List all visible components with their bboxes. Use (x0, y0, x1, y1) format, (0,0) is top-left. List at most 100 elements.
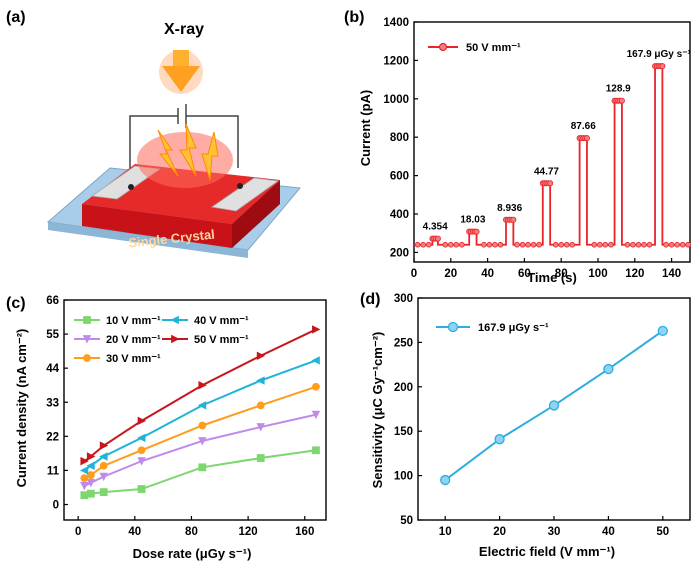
b-dose-label: 18.03 (460, 215, 485, 226)
d-y-axis-label: Sensitivity (μC Gy⁻¹cm⁻²) (370, 332, 385, 489)
c-legend-marker (171, 334, 180, 344)
c-data-point (99, 488, 108, 497)
c-legend-entry: 50 V mm⁻¹ (194, 334, 249, 346)
c-legend-entry: 10 V mm⁻¹ (106, 315, 161, 327)
b-data-point (492, 241, 498, 248)
c-data-point (312, 446, 320, 455)
b-y-tick-label: 1200 (383, 55, 409, 67)
b-dose-label: 128.9 (606, 84, 631, 95)
c-y-axis-label: Current density (nA cm⁻²) (14, 329, 29, 488)
b-plot-frame (413, 21, 691, 263)
b-dose-label: 8.936 (497, 203, 522, 214)
b-data-point (459, 241, 465, 248)
c-data-point (137, 485, 146, 493)
panel-d-label: (d) (360, 291, 380, 308)
b-dose-label: 4.354 (423, 222, 448, 233)
b-data-point (563, 241, 570, 248)
b-y-axis-label: Current (pA) (358, 90, 373, 167)
c-plot-frame (63, 299, 327, 521)
b-data-point (679, 241, 686, 248)
c-data-point (311, 410, 321, 420)
b-data-point (624, 241, 631, 248)
c-data-point (137, 433, 146, 443)
b-data-point (641, 241, 647, 248)
c-legend-entry: 30 V mm⁻¹ (106, 353, 161, 365)
b-dose-label: 44.77 (534, 166, 559, 177)
b-data-point (602, 241, 609, 248)
b-legend-marker (438, 42, 448, 52)
c-data-point (256, 351, 266, 360)
c-data-point (137, 416, 147, 426)
c-data-point (99, 452, 108, 461)
d-legend-marker (447, 321, 459, 333)
b-y-tick-label: 400 (390, 209, 409, 221)
c-data-point (99, 472, 108, 482)
d-x-axis-label: Electric field (V mm⁻¹) (479, 544, 615, 559)
b-data-point (514, 241, 520, 248)
c-data-point (137, 457, 146, 466)
b-data-point (536, 241, 542, 248)
b-data-point (646, 241, 653, 248)
c-data-point (312, 382, 320, 391)
d-y-tick-label: 300 (394, 293, 413, 305)
b-y-tick-label: 1000 (383, 94, 409, 106)
xray-label: X-ray (164, 21, 204, 38)
b-data-point (685, 241, 691, 248)
c-y-tick-label: 22 (46, 431, 59, 443)
d-x-tick-label: 10 (439, 526, 452, 538)
c-data-point (198, 437, 207, 446)
c-legend: 10 V mm⁻¹ 20 V mm⁻¹ 30 V mm⁻¹ 40 V mm⁻¹ 50 V… (74, 315, 249, 365)
b-data-point (635, 241, 642, 248)
b-x-tick-label: 140 (662, 268, 681, 280)
d-y-tick-label: 150 (394, 426, 413, 438)
d-y-tick-label: 50 (400, 515, 413, 527)
b-data-point (558, 241, 564, 248)
b-data-point (608, 241, 614, 248)
c-y-tick-label: 44 (46, 363, 59, 375)
d-data-point (494, 434, 505, 445)
b-legend-entry: 50 V mm⁻¹ (466, 42, 521, 54)
lightning-icon (137, 123, 233, 188)
d-data-point (657, 325, 668, 337)
c-y-tick-label: 0 (53, 500, 59, 512)
d-legend-entry: 167.9 μGy s⁻¹ (478, 322, 549, 334)
b-data-point (591, 241, 598, 248)
c-series-line (84, 449, 317, 497)
c-data-point (256, 423, 265, 432)
c-legend-entry: 40 V mm⁻¹ (194, 315, 249, 327)
c-data-point (86, 461, 95, 470)
d-x-tick-label: 20 (493, 526, 506, 538)
b-x-tick-label: 60 (518, 268, 531, 280)
b-x-tick-label: 80 (555, 268, 568, 280)
b-dose-label: 87.66 (571, 121, 596, 132)
b-data-point (447, 241, 454, 248)
b-x-tick-label: 20 (444, 268, 457, 280)
b-x-tick-label: 40 (481, 268, 494, 280)
b-data-point (618, 97, 625, 104)
c-data-point (137, 446, 146, 455)
d-y-tick-label: 200 (394, 382, 413, 394)
b-data-point (510, 216, 517, 223)
b-data-point (547, 180, 554, 187)
b-data-point (473, 228, 480, 235)
b-data-point (486, 241, 493, 248)
c-x-tick-label: 40 (128, 526, 141, 538)
c-data-point (86, 471, 95, 479)
b-data-point (420, 241, 427, 248)
b-dose-label: 167.9 μGy s⁻¹ (627, 49, 692, 60)
c-data-point (311, 356, 320, 365)
c-x-tick-label: 120 (239, 526, 258, 538)
d-x-tick-label: 30 (548, 526, 561, 538)
c-x-axis-label: Dose rate (μGy s⁻¹) (133, 546, 252, 561)
b-data-point (668, 241, 675, 248)
c-legend-marker (170, 315, 179, 325)
c-data-point (80, 491, 89, 500)
panel-d-sensitivity-chart: (d) Sensitivity (μC Gy⁻¹cm⁻²) Electric f… (360, 291, 691, 559)
d-data-point (603, 363, 614, 375)
c-data-point (198, 381, 207, 390)
c-x-tick-label: 0 (75, 526, 81, 538)
c-data-point (80, 474, 89, 483)
d-y-tick-label: 100 (394, 471, 413, 483)
c-data-point (86, 489, 95, 498)
